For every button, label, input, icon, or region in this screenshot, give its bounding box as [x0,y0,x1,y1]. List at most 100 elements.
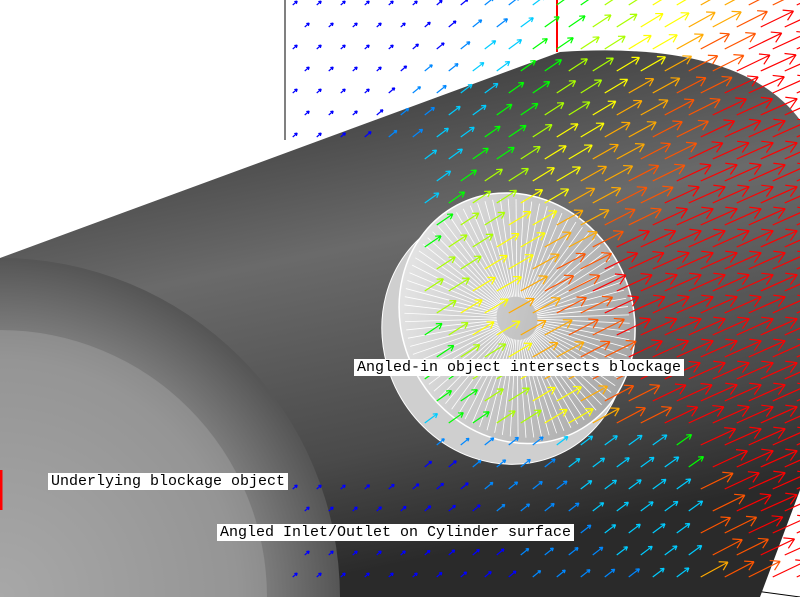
velocity-arrow [436,170,452,182]
velocity-arrow [436,213,454,226]
velocity-arrow [772,118,800,138]
velocity-arrow [604,121,631,138]
velocity-arrow [592,546,604,556]
velocity-arrow [652,478,667,490]
velocity-arrow [412,43,420,50]
velocity-arrow [424,505,432,512]
velocity-arrow [532,436,544,446]
velocity-arrow [544,16,560,28]
velocity-arrow [592,186,622,204]
velocity-arrow [664,141,698,160]
velocity-arrow [652,250,690,270]
velocity-arrow [472,276,496,292]
velocity-arrow [544,547,554,556]
velocity-arrow [748,559,781,578]
velocity-arrow [688,11,716,28]
velocity-arrow [424,149,438,160]
velocity-arrow [400,65,408,72]
velocity-arrow [568,101,591,116]
velocity-arrow [616,546,629,556]
velocity-arrow [760,96,798,116]
velocity-arrow [616,186,648,204]
velocity-arrow [724,471,760,490]
velocity-arrow [784,107,800,116]
velocity-arrow [292,484,298,490]
velocity-arrow [736,140,774,160]
velocity-arrow [652,434,668,446]
velocity-arrow [760,537,796,556]
velocity-arrow [640,56,666,72]
velocity-arrow [412,572,418,578]
velocity-arrow [472,321,495,336]
disc-mesh-line [462,208,508,299]
disc-mesh-line [494,338,514,433]
velocity-arrow [736,10,768,28]
velocity-arrow [508,167,529,182]
velocity-arrow [436,482,445,490]
velocity-arrow [292,572,298,578]
velocity-arrow [388,44,394,50]
disc-mesh-line [410,322,498,347]
velocity-arrow [304,506,310,512]
velocity-arrow [352,22,358,28]
velocity-arrow [448,322,469,336]
velocity-arrow [628,383,661,402]
velocity-arrow [352,66,358,72]
velocity-arrow [640,185,674,204]
velocity-arrow [724,32,757,50]
velocity-arrow [604,78,629,94]
blockage-inner-cap [0,330,267,597]
velocity-arrow [424,278,444,292]
velocity-arrow [736,96,774,116]
velocity-arrow [532,38,548,50]
velocity-arrow [748,162,786,182]
velocity-arrow [700,206,738,226]
disc-mesh-line [404,296,497,315]
velocity-arrow [784,503,800,512]
velocity-arrow [640,228,677,248]
velocity-arrow [436,571,443,578]
velocity-arrow [760,316,798,336]
velocity-arrow [508,436,520,446]
velocity-arrow [556,296,587,314]
disc-mesh-line [528,336,585,421]
velocity-arrow [640,99,669,116]
velocity-arrow [628,339,663,358]
disc-mesh-line [537,318,630,324]
velocity-arrow [676,0,687,6]
velocity-arrow [628,77,655,94]
disc-mesh-line [416,325,499,363]
velocity-arrow [496,189,518,204]
velocity-arrow [340,484,346,490]
velocity-arrow [568,457,581,468]
velocity-arrow [760,360,798,380]
velocity-arrow [748,206,786,226]
velocity-arrow [424,235,442,248]
velocity-arrow [400,505,407,512]
disc-mesh-line [537,306,628,317]
velocity-arrow [460,41,471,50]
velocity-arrow [388,129,398,138]
velocity-arrow [532,253,560,270]
disc-mesh-line [422,243,501,306]
velocity-arrow [460,389,478,402]
disc-mesh-line [456,212,507,300]
velocity-arrow [712,228,750,248]
velocity-arrow [580,165,608,182]
velocity-arrow [652,163,686,182]
velocity-arrow [664,545,678,556]
velocity-arrow [556,341,585,358]
velocity-arrow [532,480,543,490]
velocity-arrow [784,19,800,28]
velocity-arrow [748,0,760,6]
disc-mesh-line [536,297,627,315]
velocity-arrow [652,77,681,94]
velocity-arrow [688,316,726,336]
velocity-arrow [616,272,653,292]
velocity-arrow [364,484,371,490]
velocity-arrow [292,88,298,94]
disc-mesh-line [537,323,629,349]
disc-mesh-line [534,330,616,387]
velocity-arrow [448,460,457,468]
